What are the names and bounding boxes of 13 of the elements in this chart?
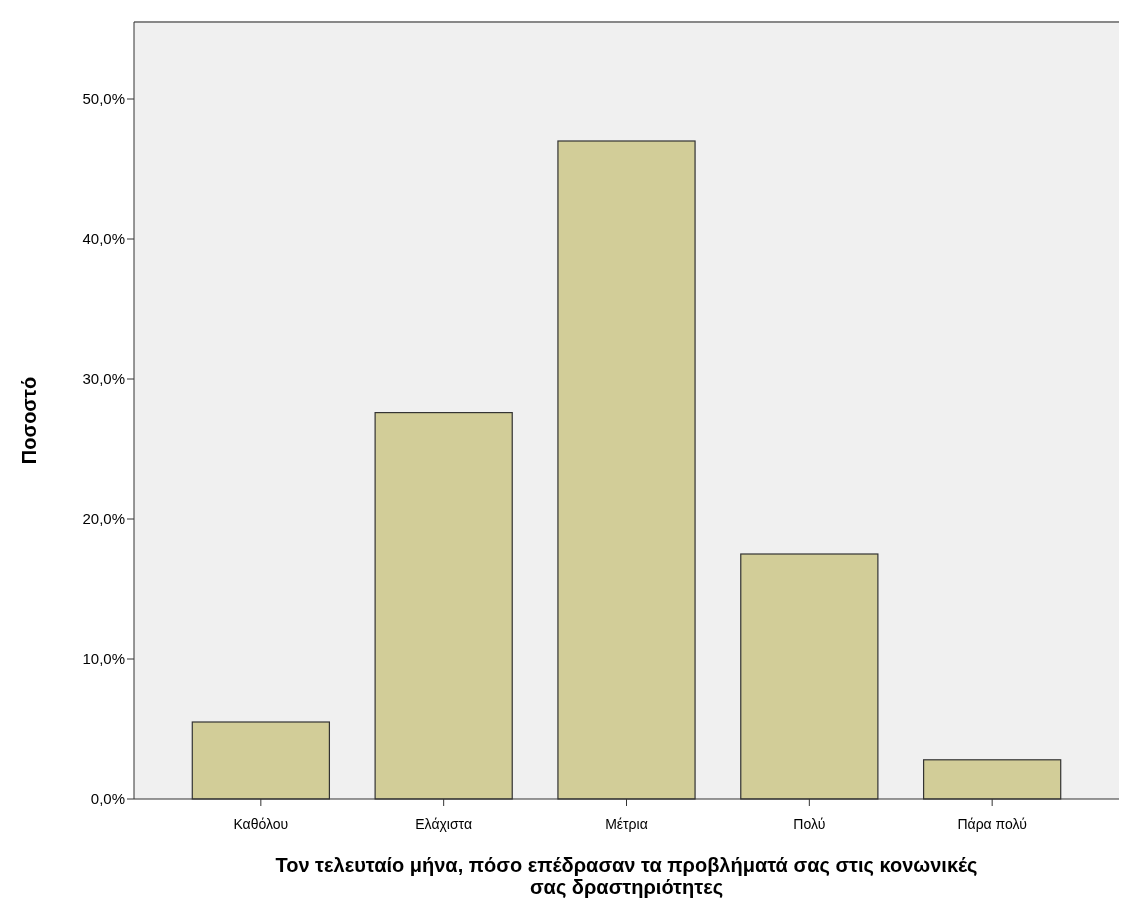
x-tick-label: Μέτρια	[605, 816, 648, 832]
x-tick-label: Καθόλου	[233, 816, 289, 832]
y-tick-label: 20,0%	[82, 510, 125, 528]
x-tick-label: Πολύ	[793, 816, 826, 832]
y-tick-label: 50,0%	[82, 90, 125, 108]
y-tick-label: 30,0%	[82, 370, 125, 388]
y-axis-title: Ποσοστό	[18, 376, 40, 465]
y-tick-label: 0,0%	[90, 790, 125, 808]
y-tick-label: 10,0%	[82, 650, 125, 668]
y-tick-label: 40,0%	[82, 230, 125, 248]
x-tick-label: Πάρα πολύ	[957, 816, 1027, 832]
x-tick-label: Ελάχιστα	[415, 816, 473, 832]
x-axis-title: Τον τελευταίο μήνα, πόσο επέδρασαν τα προβλήματά σας στις κονωνικές σας δραστηριότητες	[275, 854, 978, 898]
